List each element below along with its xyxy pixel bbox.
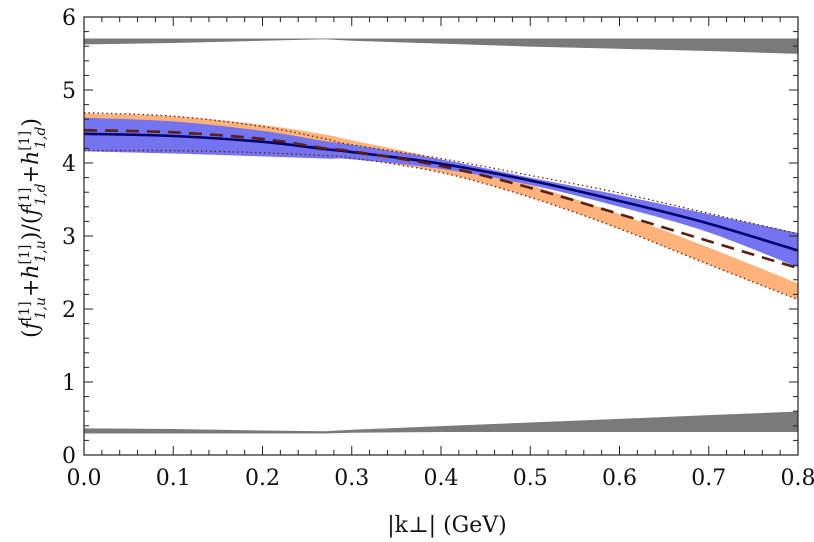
y-tick-label: 6 xyxy=(62,6,76,31)
band-lower-gray-band xyxy=(83,411,799,434)
y-tick-label: 4 xyxy=(62,152,76,177)
line-dashed-central-line xyxy=(83,128,799,270)
y-tick-label: 3 xyxy=(62,225,76,250)
x-tick-label: 0.6 xyxy=(602,466,637,491)
y-tick-label: 5 xyxy=(62,79,76,104)
y-title-plus-2: + xyxy=(19,165,44,183)
y-tick-label: 2 xyxy=(62,298,76,323)
y-title-plus-1: + xyxy=(19,279,44,297)
x-axis-title: |k⊥| (GeV) xyxy=(387,513,507,538)
y-axis-title: (f[1]1,u+h[1]1,u)/(f[1]1,d+h[1]1,d) xyxy=(17,118,49,338)
y-title-h-d-sub: 1,d xyxy=(33,127,49,149)
y-title-h-u-sup: [1] xyxy=(17,245,33,265)
y-title-f-u-sup: [1] xyxy=(17,301,33,321)
y-title-open-paren: ( xyxy=(19,329,44,338)
y-title-h-u: h xyxy=(19,264,44,278)
line-dotted-lower-edge xyxy=(83,149,799,301)
x-tick-label: 0.7 xyxy=(691,466,726,491)
tick-labels-layer: 0.0 0.1 0.2 0.3 0.4 0.5 0.6 0.7 0.8 0 1 2 3 4 5 6 xyxy=(62,6,814,491)
x-tick-label: 0.0 xyxy=(67,466,102,491)
y-title-f-d-sup: [1] xyxy=(17,188,33,208)
x-tick-label: 0.4 xyxy=(424,466,459,491)
y-title-h-d-sup: [1] xyxy=(17,131,33,151)
band-upper-gray-band xyxy=(83,38,799,54)
lines-layer xyxy=(83,111,799,301)
y-title-h-u-sub: 1,u xyxy=(33,240,49,262)
y-tick-label: 0 xyxy=(62,444,76,469)
y-tick-label: 1 xyxy=(62,371,76,396)
x-tick-label: 0.5 xyxy=(513,466,548,491)
y-title-close-paren: ) xyxy=(19,118,44,127)
y-title-mid: )/( xyxy=(19,216,44,241)
x-tick-label: 0.1 xyxy=(156,466,191,491)
svg-text:(f[1]1,u+h[1]1,u)/(f[1]1,d+h[1: (f[1]1,u+h[1]1,u)/(f[1]1,d+h[1]1,d) xyxy=(17,118,49,338)
band-blue-band xyxy=(84,117,798,268)
ticks-layer xyxy=(83,16,799,456)
y-title-f-d-sub: 1,d xyxy=(33,183,49,205)
line-solid-central-line xyxy=(83,132,799,252)
y-title-h-d: h xyxy=(19,151,44,165)
x-tick-label: 0.3 xyxy=(334,466,369,491)
x-tick-label: 0.8 xyxy=(781,466,814,491)
y-title-f-u-sub: 1,u xyxy=(33,297,49,319)
line-dotted-upper-edge xyxy=(83,111,799,235)
x-tick-label: 0.2 xyxy=(245,466,280,491)
